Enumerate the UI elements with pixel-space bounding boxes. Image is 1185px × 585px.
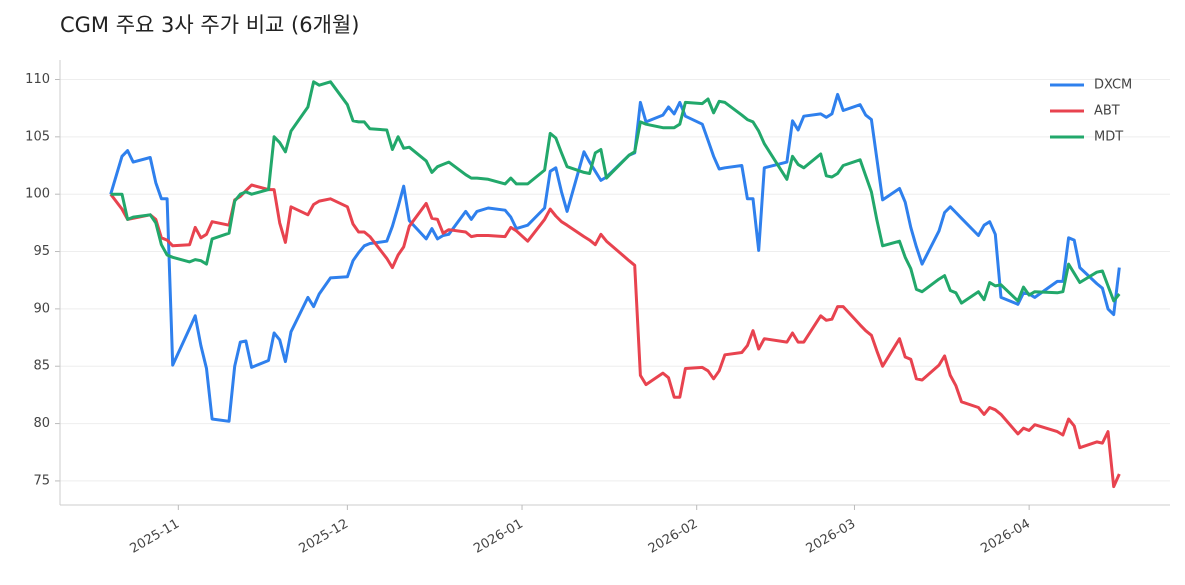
series-line	[109, 183, 1121, 489]
legend-label: DXCM	[1094, 78, 1132, 93]
y-tick-label: 95	[33, 244, 50, 259]
x-tick-label: 2025-11	[128, 517, 183, 557]
legend-label: MDT	[1094, 130, 1123, 145]
y-tick-label: 110	[25, 72, 50, 87]
legend-label: ABT	[1094, 104, 1120, 119]
series-line	[109, 92, 1121, 423]
x-tick-label: 2026-01	[471, 517, 526, 557]
y-tick-label: 100	[25, 187, 50, 202]
x-tick-label: 2026-02	[646, 517, 701, 557]
y-tick-label: 90	[33, 301, 50, 316]
chart-title: CGM 주요 3사 주가 비교 (6개월)	[60, 13, 359, 37]
series-line	[110, 80, 1121, 305]
x-tick-label: 2025-12	[297, 517, 352, 557]
y-tick-label: 75	[33, 473, 50, 488]
y-tick-label: 80	[33, 416, 50, 431]
x-tick-label: 2026-04	[978, 517, 1033, 557]
y-tick-label: 105	[25, 129, 50, 144]
y-tick-label: 85	[33, 359, 50, 374]
x-tick-label: 2026-03	[804, 517, 859, 557]
